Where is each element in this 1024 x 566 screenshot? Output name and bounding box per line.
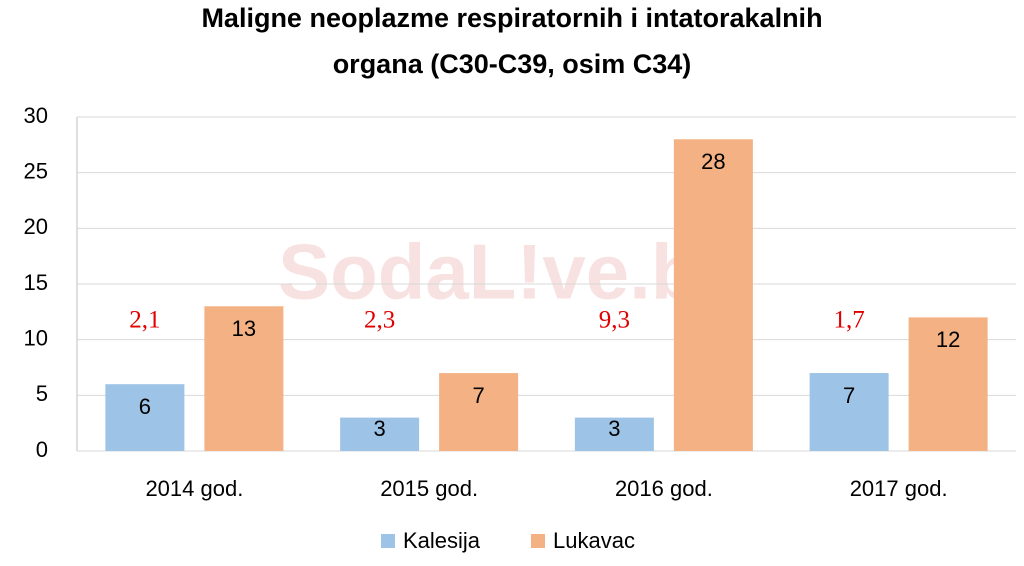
x-tick-label: 2015 god. bbox=[380, 476, 478, 501]
bar bbox=[204, 306, 284, 451]
bar bbox=[105, 384, 185, 451]
y-tick-label: 20 bbox=[24, 214, 48, 239]
bar bbox=[809, 373, 889, 451]
y-tick-label: 30 bbox=[24, 103, 48, 128]
legend-label: Lukavac bbox=[553, 528, 635, 553]
bar bbox=[439, 373, 519, 451]
data-label: 7 bbox=[473, 383, 485, 408]
data-label: 28 bbox=[701, 149, 725, 174]
chart-title: organa (C30-C39, osim C34) bbox=[333, 49, 692, 79]
annotation: 1,7 bbox=[834, 307, 865, 334]
annotation-bg bbox=[355, 306, 404, 338]
y-tick-label: 10 bbox=[24, 325, 48, 350]
data-label: 3 bbox=[608, 416, 620, 441]
bar bbox=[574, 417, 654, 451]
y-tick-label: 0 bbox=[36, 437, 48, 462]
annotation: 2,3 bbox=[364, 307, 395, 334]
y-tick-label: 5 bbox=[36, 381, 48, 406]
data-label: 13 bbox=[232, 316, 256, 341]
bar bbox=[673, 139, 753, 451]
data-label: 12 bbox=[936, 327, 960, 352]
chart-title: Maligne neoplazme respiratornih i intato… bbox=[201, 3, 822, 33]
y-tick-label: 15 bbox=[24, 270, 48, 295]
annotation-bg bbox=[120, 306, 169, 338]
x-tick-label: 2016 god. bbox=[615, 476, 713, 501]
annotation-bg bbox=[825, 306, 874, 338]
x-tick-label: 2017 god. bbox=[850, 476, 948, 501]
data-label: 7 bbox=[843, 383, 855, 408]
annotation-bg bbox=[590, 306, 639, 338]
bar bbox=[908, 317, 988, 451]
y-tick-label: 25 bbox=[24, 158, 48, 183]
legend-swatch bbox=[531, 534, 545, 548]
bar bbox=[340, 417, 420, 451]
legend-label: Kalesija bbox=[403, 528, 481, 553]
data-label: 3 bbox=[374, 416, 386, 441]
x-tick-label: 2014 god. bbox=[145, 476, 243, 501]
legend-swatch bbox=[381, 534, 395, 548]
annotation: 9,3 bbox=[599, 307, 630, 334]
watermark: SodaL!ve.ba bbox=[278, 228, 742, 316]
data-label: 6 bbox=[139, 394, 151, 419]
annotation: 2,1 bbox=[129, 307, 160, 334]
